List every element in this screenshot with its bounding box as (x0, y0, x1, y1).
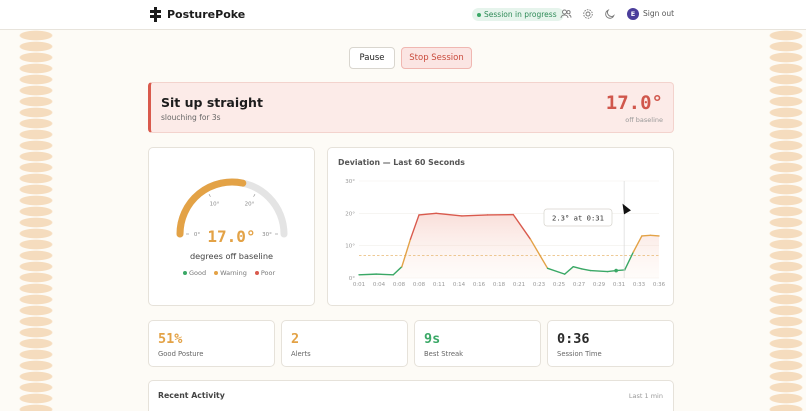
stat-label: Best Streak (424, 350, 464, 358)
recent-activity-time: Last 1 min (628, 392, 663, 400)
series-segment (392, 265, 403, 276)
x-tick-label: 0:27 (573, 282, 586, 288)
x-tick-label: 0:36 (653, 282, 666, 288)
gauge-tick-label: 20° (245, 202, 255, 208)
gauge-tick (253, 193, 256, 197)
pause-button[interactable]: Pause (349, 47, 395, 69)
series-segment (409, 214, 420, 240)
tooltip-box (543, 208, 613, 227)
stop-session-button[interactable]: Stop Session (401, 47, 472, 69)
x-tick-label: 0:08 (393, 282, 406, 288)
legend-warning: Warning (214, 269, 247, 277)
y-tick-label: 30° (345, 179, 355, 185)
x-tick-label: 0:23 (533, 282, 546, 288)
series-segment (418, 212, 437, 216)
session-status-badge: Session in progress (472, 8, 564, 21)
stat-label: Alerts (291, 350, 311, 358)
gauge-ticks: 0° 10° 20° 30° (186, 193, 278, 238)
stat-card-session-time: 0:36 Session Time (547, 320, 674, 367)
brand[interactable]: PosturePoke (150, 7, 245, 22)
gauge-tick-label: 0° (194, 232, 200, 238)
x-tick-label: 0:16 (473, 282, 486, 288)
x-tick-label: 0:21 (513, 282, 525, 288)
series-segment (401, 238, 412, 268)
chart-area (359, 213, 659, 278)
stat-label: Good Posture (158, 350, 204, 358)
deviation-chart-card: Deviation — Last 60 Seconds 0° 10° 20° 30° 0… (327, 147, 674, 306)
x-tick-label: 0:11 (433, 282, 445, 288)
chart-title: Deviation — Last 60 Seconds (338, 158, 465, 167)
stat-card-alerts: 2 Alerts (281, 320, 408, 367)
stat-value: 2 (291, 331, 300, 347)
x-tick-label: 0:04 (373, 282, 386, 288)
top-bar: PosturePoke Session in progress E Sign o… (0, 0, 806, 30)
series-segment (435, 212, 463, 217)
series-segment (512, 213, 532, 240)
x-tick-label: 0:33 (633, 282, 646, 288)
alert-deviation-value: 17.0° (605, 92, 663, 114)
series-segment (529, 238, 549, 270)
side-pattern-left (8, 30, 64, 411)
series-segment (358, 273, 377, 276)
x-tick-label: 0:29 (593, 282, 606, 288)
series-segment (461, 214, 489, 217)
legend-good: Good (183, 269, 206, 277)
y-tick-label: 20° (345, 211, 355, 217)
users-icon[interactable] (560, 8, 572, 20)
side-pattern-right (766, 30, 806, 411)
recent-activity-card: Recent Activity Last 1 min (148, 380, 674, 411)
gauge-tick-label: 30° (262, 232, 272, 238)
gauge-value: 17.0° (207, 227, 256, 246)
x-tick-label: 0:14 (453, 282, 466, 288)
series-segment (589, 269, 609, 273)
series-segment (546, 267, 566, 275)
legend-poor: Poor (254, 269, 275, 277)
y-tick-label: 10° (345, 244, 355, 250)
posture-logo-icon (150, 7, 161, 22)
stat-value: 0:36 (557, 331, 590, 347)
avatar[interactable]: E (627, 8, 639, 20)
x-tick-label: 0:18 (493, 282, 506, 288)
moon-icon[interactable] (604, 8, 616, 20)
sign-out-link[interactable]: Sign out (643, 9, 675, 18)
gauge-caption: degrees off baseline (189, 251, 274, 261)
y-tick-label: 0° (349, 276, 355, 282)
x-tick-label: 0:08 (413, 282, 426, 288)
posture-alert: Sit up straight slouching for 3s 17.0° o… (148, 82, 674, 133)
series-segment (375, 273, 394, 276)
series-segment (632, 235, 643, 253)
stat-card-good-posture: 51% Good Posture (148, 320, 275, 367)
series-segment (581, 268, 592, 272)
alert-title: Sit up straight (161, 95, 263, 110)
series-segment (564, 265, 574, 275)
x-tick-label: 0:25 (553, 282, 566, 288)
stat-label: Session Time (557, 350, 602, 358)
series-segment (624, 251, 634, 271)
series-segment (649, 234, 660, 237)
deviation-chart[interactable]: 0° 10° 20° 30° 0:01 0:04 0:08 0:08 0:11 0:14 0:16 0… (328, 148, 673, 305)
alert-deviation-label: off baseline (625, 116, 663, 124)
brand-name: PosturePoke (167, 8, 246, 21)
gauge-card: 0° 10° 20° 30° 17.0° degrees off baseline G… (148, 147, 315, 306)
gauge-legend: Good Warning Poor (183, 269, 275, 277)
gauge-tick (208, 193, 211, 197)
alert-subtitle: slouching for 3s (161, 113, 221, 122)
gauge-tick-label: 10° (210, 202, 220, 208)
hover-point (614, 268, 618, 273)
stat-card-best-streak: 9s Best Streak (414, 320, 541, 367)
stat-value: 9s (424, 331, 441, 347)
tooltip-text: 2.3° at 0:31 (552, 214, 604, 223)
gauge-fill (176, 178, 247, 238)
deviation-gauge: 0° 10° 20° 30° (176, 178, 288, 238)
x-tick-label: 0:31 (613, 282, 625, 288)
stat-value: 51% (158, 331, 183, 347)
gear-icon[interactable] (582, 8, 594, 20)
recent-activity-title: Recent Activity (158, 391, 225, 400)
series-segment (572, 265, 583, 270)
x-tick-label: 0:01 (353, 282, 365, 288)
series-segment (641, 234, 652, 237)
